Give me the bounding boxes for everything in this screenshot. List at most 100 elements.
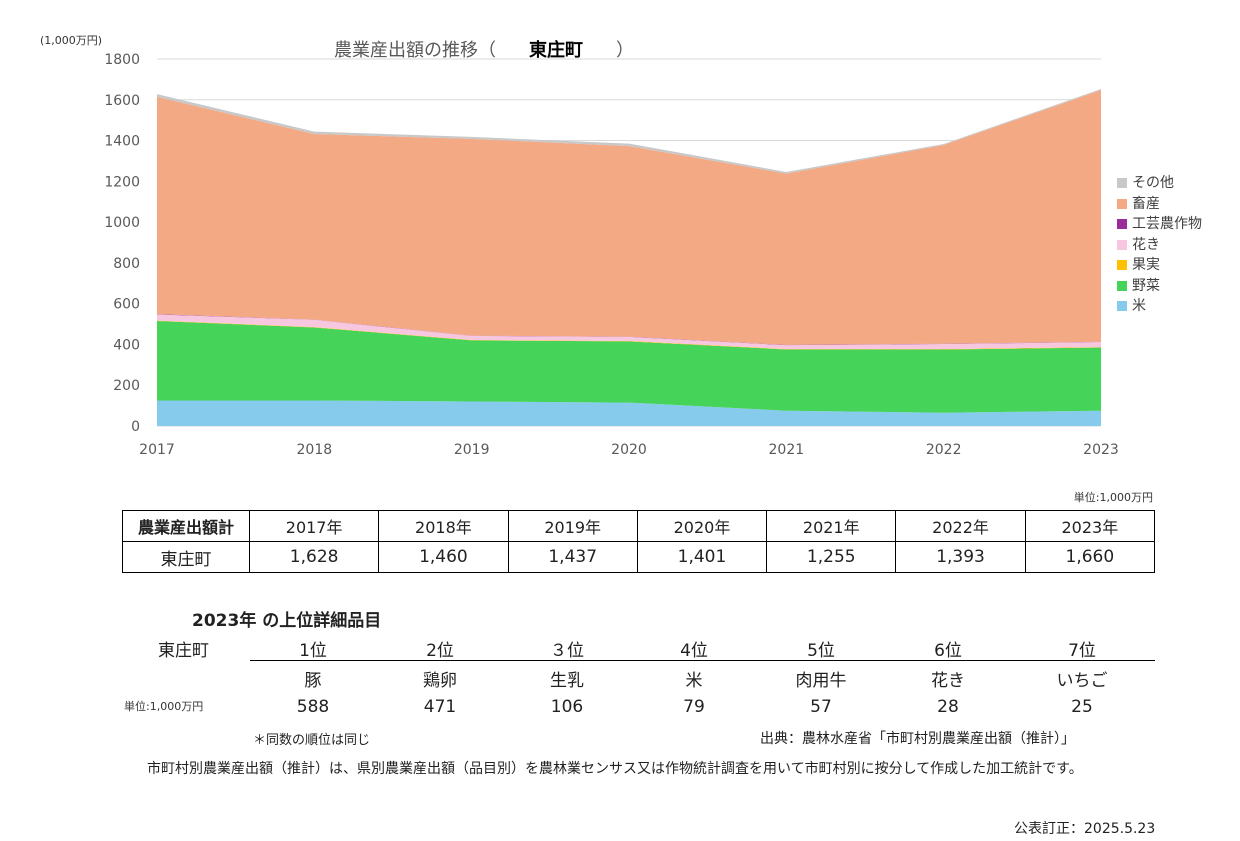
rank-label: 2位 [426,641,454,661]
totals-year: 2020年 [636,510,768,542]
top-items-unit: 単位:1,000万円 [124,700,204,713]
y-tick-label: 800 [113,256,140,272]
legend-label: 果実 [1132,257,1160,273]
legend-label: 野菜 [1132,277,1160,294]
x-tick-label: 2023 [1083,442,1119,458]
legend-swatch [1117,239,1127,250]
legend-swatch [1117,260,1127,270]
totals-value: 1,660 [1024,541,1156,573]
legend-item: 畜産 [1117,194,1160,214]
rank-item: 花き [931,671,965,691]
legend-item: 野菜 [1117,276,1160,296]
rank-value: 57 [810,697,832,717]
totals-value: 1,460 [378,541,509,573]
y-axis-ticks: 0 200 400 600 800 1000 1200 1400 1600 1800 [104,52,140,435]
rank-label: 7位 [1068,641,1096,661]
totals-year: 2022年 [895,510,1026,542]
x-tick-label: 2020 [611,442,647,458]
x-tick-label: 2021 [769,442,805,458]
revision-date: 公表訂正：2025.5.23 [1014,821,1156,837]
rank-label: ３位 [550,641,584,661]
totals-row-label: 東庄町 [122,541,250,573]
totals-value: 1,437 [507,541,638,573]
legend-label: 花き [1132,236,1160,253]
x-tick-label: 2019 [454,442,490,458]
legend-item: 工芸農作物 [1117,214,1202,234]
legend-swatch [1117,301,1127,311]
totals-value-row: 東庄町 1,628 1,460 1,437 1,401 1,255 1,393 … [122,541,1156,573]
rank-item: いちご [1056,671,1108,691]
legend-swatch [1117,178,1127,188]
legend-swatch [1117,280,1127,291]
rank-item: 豚 [304,671,322,691]
table-unit-label: 単位:1,000万円 [1073,491,1153,504]
legend-item: その他 [1117,173,1174,193]
totals-year: 2019年 [507,510,638,542]
legend-label: 米 [1132,298,1146,314]
totals-year: 2018年 [378,510,509,542]
totals-year: 2017年 [248,510,380,542]
totals-value: 1,255 [766,541,897,573]
y-tick-label: 1400 [104,134,140,150]
totals-value: 1,628 [248,541,380,573]
totals-value: 1,401 [636,541,768,573]
rank-item: 米 [685,671,703,691]
area-series-野菜 [157,321,1101,413]
legend-label: 工芸農作物 [1132,216,1202,232]
rank-value: 588 [296,697,330,717]
x-tick-label: 2022 [926,442,962,458]
legend-swatch [1117,219,1127,229]
top-items-divider [250,660,1155,661]
chart-title-end: ） [616,40,634,61]
rank-item: 肉用牛 [795,671,847,691]
totals-table: 農業産出額計 2017年 2018年 2019年 2020年 2021年 202… [122,510,1156,573]
legend-item: 果実 [1117,255,1160,275]
totals-header-label: 農業産出額計 [122,510,250,542]
top-items-town: 東庄町 [158,641,209,661]
y-tick-label: 1200 [104,174,140,190]
rank-item: 生乳 [550,671,584,691]
chart-title: 農業産出額の推移（ 東庄町 ） [334,36,634,62]
y-tick-label: 400 [113,337,140,353]
rank-label: 4位 [680,641,708,661]
rank-label: 1位 [299,641,327,661]
rank-note: ＊同数の順位は同じ [253,733,371,748]
rank-value: 28 [937,697,959,717]
rank-value: 471 [423,697,457,717]
legend-swatch [1117,198,1127,209]
rank-label: 6位 [934,641,962,661]
y-tick-label: 600 [113,297,140,313]
source-note: 出典：農林水産省「市町村別農業産出額（推計）」 [760,731,1075,747]
y-tick-label: 1600 [104,93,140,109]
x-axis-ticks: 2017 2018 2019 2020 2021 2022 2023 [139,442,1119,458]
area-series-花き [157,314,1101,350]
legend-label: その他 [1132,175,1174,191]
totals-year: 2023年 [1024,510,1156,542]
chart-title-town: 東庄町 [529,40,583,61]
x-tick-label: 2018 [297,442,333,458]
y-tick-label: 200 [113,378,140,394]
totals-value: 1,393 [895,541,1026,573]
y-tick-label: 1800 [104,52,140,68]
totals-year: 2021年 [766,510,897,542]
totals-header-row: 農業産出額計 2017年 2018年 2019年 2020年 2021年 202… [122,510,1156,542]
top-items-title: 2023年 の上位詳細品目 [192,611,382,631]
footer-description: 市町村別農業産出額（推計）は、県別農業産出額（品目別）を農林業センサス又は作物統… [147,761,1083,777]
area-series-米 [157,400,1101,426]
area-series-畜産 [157,90,1101,345]
y-tick-label: 1000 [104,215,140,231]
rank-value: 79 [683,697,705,717]
legend-item: 米 [1117,296,1146,316]
legend-label: 畜産 [1132,195,1160,212]
y-axis-unit-label: (1,000万円) [40,34,103,47]
chart-title-main: 農業産出額の推移（ [334,40,496,61]
rank-value: 25 [1071,697,1093,717]
rank-label: 5位 [807,641,835,661]
legend-item: 花き [1117,235,1160,255]
area-series [157,89,1101,426]
rank-value: 106 [550,697,584,717]
rank-item: 鶏卵 [423,671,457,691]
x-tick-label: 2017 [139,442,175,458]
y-tick-label: 0 [131,419,140,435]
